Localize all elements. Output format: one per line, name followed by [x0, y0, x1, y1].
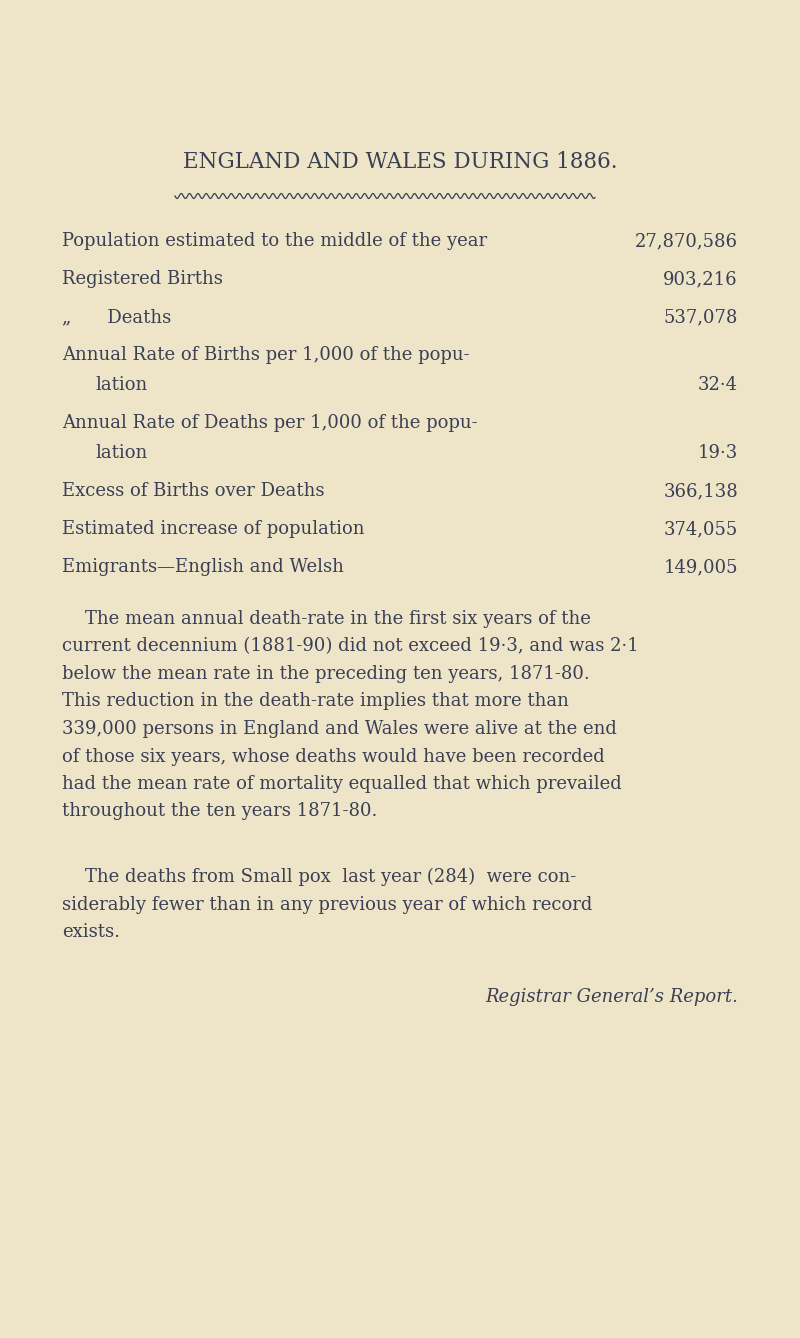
Text: Annual Rate of Births per 1,000 of the popu-: Annual Rate of Births per 1,000 of the p… — [62, 347, 470, 364]
Text: The deaths from Small pox  last year (284)  were con-: The deaths from Small pox last year (284… — [62, 868, 576, 886]
Text: lation: lation — [95, 376, 147, 393]
Text: Excess of Births over Deaths: Excess of Births over Deaths — [62, 482, 325, 500]
Text: The mean annual death-rate in the first six years of the: The mean annual death-rate in the first … — [62, 610, 591, 628]
Text: Annual Rate of Deaths per 1,000 of the popu-: Annual Rate of Deaths per 1,000 of the p… — [62, 413, 478, 432]
Text: exists.: exists. — [62, 923, 120, 941]
Text: had the mean rate of mortality equalled that which prevailed: had the mean rate of mortality equalled … — [62, 775, 622, 793]
Text: of those six years, whose deaths would have been recorded: of those six years, whose deaths would h… — [62, 748, 605, 765]
Text: 366,138: 366,138 — [663, 482, 738, 500]
Text: lation: lation — [95, 444, 147, 462]
Text: „  Deaths: „ Deaths — [62, 308, 171, 326]
Text: Registered Births: Registered Births — [62, 270, 223, 288]
Text: throughout the ten years 1871-80.: throughout the ten years 1871-80. — [62, 803, 378, 820]
Text: current decennium (1881-90) did not exceed 19·3, and was 2·1: current decennium (1881-90) did not exce… — [62, 637, 638, 656]
Text: 27,870,586: 27,870,586 — [635, 231, 738, 250]
Text: 339,000 persons in England and Wales were alive at the end: 339,000 persons in England and Wales wer… — [62, 720, 617, 739]
Text: 903,216: 903,216 — [663, 270, 738, 288]
Text: 19·3: 19·3 — [698, 444, 738, 462]
Text: ENGLAND AND WALES DURING 1886.: ENGLAND AND WALES DURING 1886. — [182, 151, 618, 173]
Text: siderably fewer than in any previous year of which record: siderably fewer than in any previous yea… — [62, 895, 592, 914]
Text: Population estimated to the middle of the year: Population estimated to the middle of th… — [62, 231, 487, 250]
Text: Emigrants—English and Welsh: Emigrants—English and Welsh — [62, 558, 344, 575]
Text: 537,078: 537,078 — [664, 308, 738, 326]
Text: Estimated increase of population: Estimated increase of population — [62, 520, 365, 538]
Text: below the mean rate in the preceding ten years, 1871-80.: below the mean rate in the preceding ten… — [62, 665, 590, 682]
Text: This reduction in the death-rate implies that more than: This reduction in the death-rate implies… — [62, 693, 569, 710]
Text: Registrar General’s Report.: Registrar General’s Report. — [485, 989, 738, 1006]
Text: 374,055: 374,055 — [664, 520, 738, 538]
Text: 149,005: 149,005 — [663, 558, 738, 575]
Text: 32·4: 32·4 — [698, 376, 738, 393]
